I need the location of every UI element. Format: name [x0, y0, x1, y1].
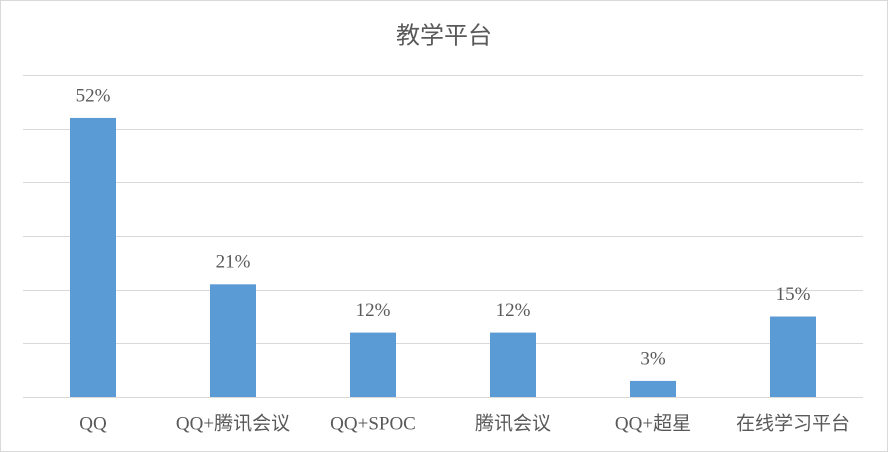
bar [210, 284, 256, 397]
bar [630, 380, 676, 397]
data-label: 3% [640, 348, 666, 369]
bar [350, 332, 396, 397]
data-label: 15% [776, 284, 811, 305]
data-label: 52% [76, 85, 111, 106]
data-label: 21% [216, 252, 251, 273]
x-tick-label: 腾讯会议 [475, 412, 551, 434]
bar [490, 332, 536, 397]
x-tick-label: QQ+SPOC [330, 413, 416, 434]
x-tick-label: 在线学习平台 [736, 412, 850, 434]
chart-title: 教学平台 [396, 23, 492, 50]
x-tick-label: QQ [79, 413, 107, 434]
bar [70, 117, 116, 397]
x-tick-label: QQ+超星 [615, 412, 691, 434]
bar [770, 316, 816, 397]
data-label: 12% [356, 300, 391, 321]
data-label: 12% [496, 300, 531, 321]
x-tick-label: QQ+腾讯会议 [176, 412, 290, 434]
